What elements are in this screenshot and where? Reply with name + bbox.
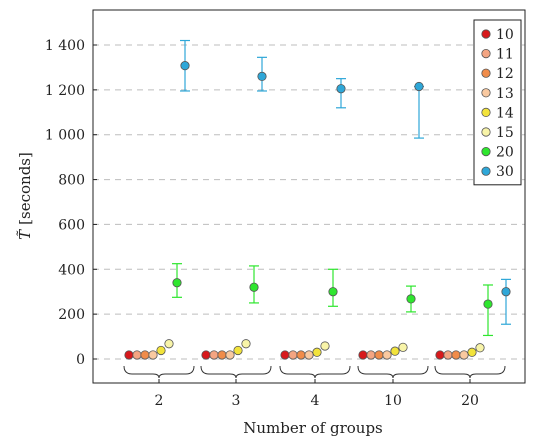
- x-tick-label: 3: [232, 393, 241, 409]
- data-point: [451, 350, 461, 360]
- group-brace: [357, 365, 429, 379]
- data-point: [366, 350, 376, 360]
- data-point: [312, 347, 322, 357]
- y-tick-label: 800: [58, 173, 85, 189]
- data-points: [124, 61, 511, 360]
- legend-marker: [481, 88, 491, 98]
- data-point: [414, 81, 424, 92]
- legend-label: 14: [496, 105, 514, 121]
- data-point: [406, 294, 416, 304]
- legend-marker: [481, 166, 491, 176]
- x-tick-label: 10: [384, 393, 402, 409]
- y-axis-unit: [seconds]: [16, 152, 34, 225]
- data-point: [233, 345, 243, 356]
- data-point: [225, 350, 235, 360]
- y-axis-ticks: 0 200 400 600 800 1 000 1 200 1 400: [45, 38, 97, 368]
- data-point: [483, 299, 493, 309]
- y-tick-label: 600: [58, 217, 85, 233]
- legend-label: 15: [496, 125, 514, 141]
- legend-label: 13: [496, 86, 514, 102]
- data-point: [358, 350, 368, 360]
- legend-marker: [481, 127, 491, 137]
- data-point: [328, 287, 338, 297]
- y-tick-label: 0: [76, 352, 85, 368]
- group-brace: [123, 365, 195, 379]
- legend-marker: [481, 107, 491, 118]
- data-point: [180, 61, 190, 71]
- legend-label: 30: [496, 164, 514, 180]
- y-tick-label: 1 200: [45, 83, 85, 99]
- x-axis-ticks: 2 3 4 10 20: [155, 379, 479, 409]
- plot-frame: [92, 9, 526, 384]
- data-point: [209, 350, 219, 360]
- data-point: [467, 347, 477, 357]
- data-point: [382, 350, 392, 360]
- data-point: [280, 350, 290, 360]
- data-point: [443, 350, 453, 360]
- legend-label: 10: [496, 27, 514, 43]
- legend-marker: [481, 29, 491, 39]
- data-point: [374, 350, 384, 360]
- data-point: [459, 350, 469, 360]
- data-point: [241, 339, 251, 349]
- legend-label: 12: [496, 66, 514, 82]
- data-point: [217, 350, 227, 360]
- group-brace: [200, 365, 272, 379]
- data-point: [132, 350, 142, 360]
- data-point: [320, 341, 330, 351]
- data-point: [124, 350, 134, 360]
- legend-marker: [481, 68, 491, 78]
- data-point: [140, 350, 150, 360]
- grid-lines: [93, 44, 525, 360]
- x-tick-label: 20: [461, 393, 479, 409]
- data-point: [336, 84, 346, 94]
- data-point: [172, 278, 182, 288]
- y-tick-label: 400: [58, 262, 85, 278]
- data-point: [288, 350, 298, 360]
- legend-label: 20: [496, 145, 514, 161]
- legend-marker: [481, 48, 491, 59]
- data-point: [398, 342, 408, 352]
- legend-box: [473, 19, 522, 186]
- data-point: [148, 350, 158, 360]
- group-brace: [279, 365, 351, 379]
- legend: 10 11 12 13 14 15 20 30: [473, 19, 522, 186]
- data-point: [156, 345, 166, 356]
- y-tick-label: 1 000: [45, 128, 85, 144]
- data-point: [164, 339, 174, 349]
- data-point: [201, 350, 211, 360]
- y-tick-label: 200: [58, 307, 85, 323]
- data-point: [475, 343, 485, 353]
- x-axis-label: Number of groups: [243, 419, 383, 437]
- data-point: [304, 350, 314, 360]
- legend-marker: [481, 147, 491, 157]
- data-point: [390, 346, 400, 356]
- x-tick-label: 4: [311, 393, 320, 409]
- data-point: [435, 350, 445, 360]
- y-tick-label: 1 400: [45, 38, 85, 54]
- legend-label: 11: [496, 47, 514, 63]
- data-point: [501, 287, 511, 297]
- data-point: [296, 350, 306, 360]
- y-axis-label: T̃ [seconds]: [16, 152, 34, 240]
- data-point: [249, 282, 259, 292]
- x-tick-label: 2: [155, 393, 164, 409]
- y-axis-symbol: T̃: [16, 229, 34, 240]
- group-brace: [434, 365, 506, 379]
- group-braces: [123, 365, 506, 379]
- data-point: [257, 71, 267, 82]
